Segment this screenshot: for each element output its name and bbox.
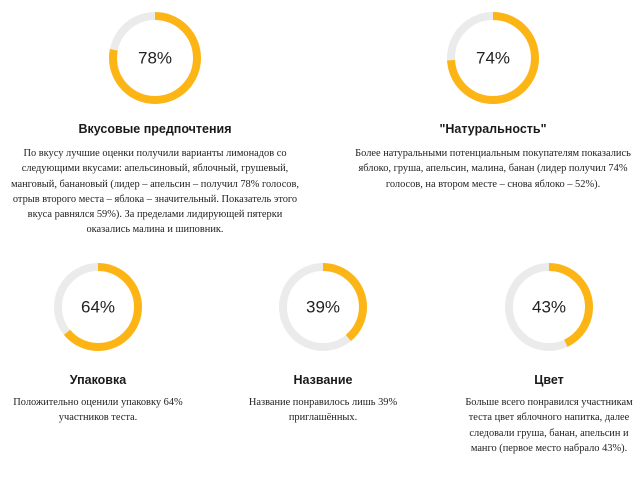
stat-card-name: 39% Название Название понравилось лишь 3… <box>225 261 421 426</box>
progress-ring-arc <box>109 12 201 104</box>
progress-ring-arc <box>279 263 367 351</box>
stat-title: Вкусовые предпочтения <box>78 122 232 136</box>
stat-title: Название <box>293 373 353 387</box>
progress-ring-graphic <box>109 12 201 104</box>
percent-value: 43% <box>531 297 567 317</box>
stat-description: Положительно оценили упаковку 64% участн… <box>13 397 183 424</box>
progress-ring: 78% <box>107 10 203 106</box>
stat-title: "Натуральность" <box>439 122 547 136</box>
stat-title: Упаковка <box>69 373 127 387</box>
stat-card-taste: 78% Вкусовые предпочтения По вкусу лучши… <box>0 10 310 238</box>
percent-value: 74% <box>475 48 511 68</box>
progress-ring-arc <box>505 263 593 351</box>
progress-ring: 74% <box>445 10 541 106</box>
stat-description: Более натуральными потенциальным покупат… <box>355 148 631 190</box>
progress-ring-graphic <box>54 263 142 351</box>
stat-description: По вкусу лучшие оценки получили варианты… <box>11 148 299 236</box>
progress-ring: 43% <box>503 261 595 353</box>
percent-value: 78% <box>137 48 173 68</box>
progress-ring: 39% <box>277 261 369 353</box>
percent-value: 39% <box>305 297 341 317</box>
progress-ring-graphic <box>505 263 593 351</box>
progress-ring-graphic <box>279 263 367 351</box>
stat-card-naturalness: 74% "Натуральность" Более натуральными п… <box>338 10 640 192</box>
stat-title: Цвет <box>534 373 564 387</box>
stat-description: Название понравилось лишь 39% приглашённ… <box>248 397 398 424</box>
stat-card-color: 43% Цвет Больше всего понравился участни… <box>451 261 640 456</box>
stat-description: Больше всего понравился участникам теста… <box>465 397 633 454</box>
progress-ring-graphic <box>447 12 539 104</box>
progress-ring: 64% <box>52 261 144 353</box>
progress-ring-arc <box>447 12 539 104</box>
percent-value: 64% <box>80 297 116 317</box>
progress-ring-arc <box>54 263 142 351</box>
stat-card-packaging: 64% Упаковка Положительно оценили упаков… <box>0 261 196 426</box>
